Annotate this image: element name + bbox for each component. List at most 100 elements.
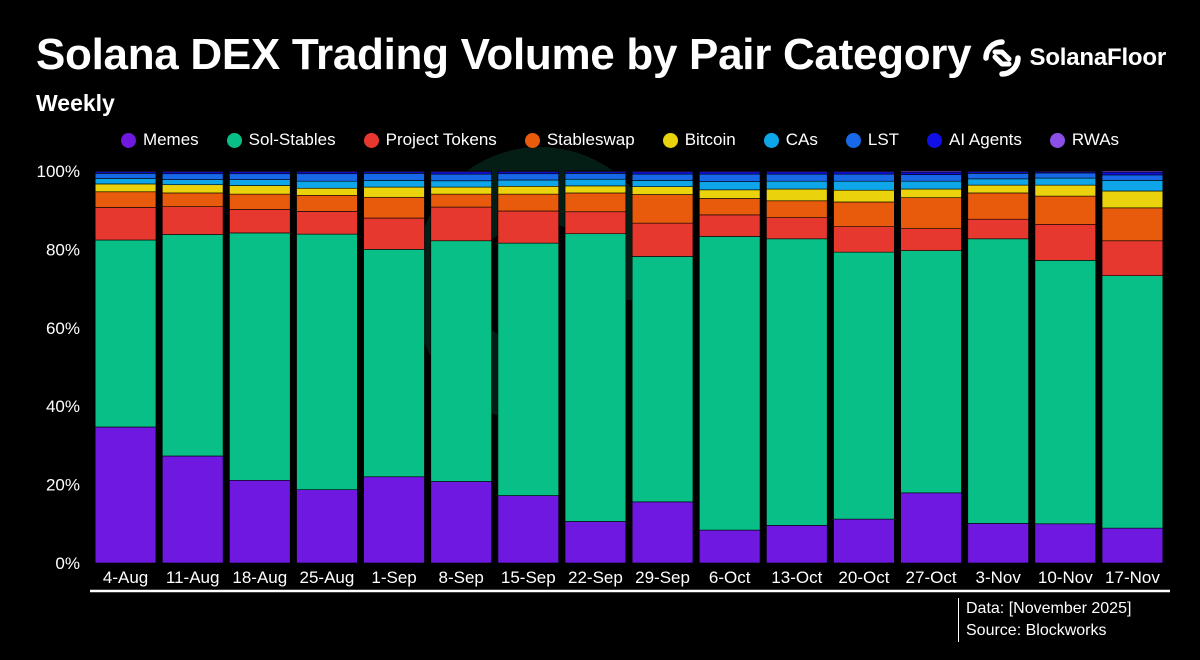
bar-segment: [564, 170, 627, 173]
y-tick-label: 100%: [37, 162, 80, 181]
bar-segment: [363, 173, 425, 181]
legend-item: Project Tokens: [363, 130, 497, 150]
source-note: Source: Blockworks: [966, 622, 1107, 639]
legend-swatch: [927, 132, 943, 148]
bar-segment: [967, 523, 1029, 564]
bar-segment: [631, 501, 694, 564]
bar-segment: [1034, 177, 1096, 186]
bar-segment: [631, 256, 694, 503]
bar-segment: [497, 495, 559, 564]
x-tick-label: 20-Oct: [838, 568, 889, 587]
bar-segment: [1034, 523, 1096, 564]
bar-segment: [497, 210, 559, 244]
bar-segment: [1101, 174, 1164, 181]
bar-segment: [497, 173, 559, 181]
bar-segment: [833, 226, 895, 253]
bar-segment: [94, 170, 157, 173]
bar-segment: [497, 242, 559, 496]
bar-segment: [162, 179, 224, 186]
y-tick-label: 60%: [46, 319, 80, 338]
y-tick-label: 80%: [46, 240, 80, 259]
bar-segment: [900, 171, 962, 175]
bar-segment: [967, 238, 1029, 524]
bar-segment: [162, 234, 224, 457]
bar-segment: [833, 171, 895, 175]
legend-swatch: [1049, 132, 1065, 148]
bar-segment: [430, 240, 492, 482]
bar-segment: [94, 178, 157, 185]
bar-segment: [833, 189, 895, 203]
bar-segment: [363, 170, 425, 173]
bar-segment: [631, 180, 694, 187]
x-tick-label: 13-Oct: [771, 568, 822, 587]
bar-segment: [229, 170, 291, 173]
legend-swatch: [524, 132, 540, 148]
legend: Memes Sol-Stables Project Tokens Stableswap…: [0, 130, 1200, 150]
x-tick-label: 8-Sep: [439, 568, 484, 587]
legend-label: Stableswap: [546, 130, 635, 149]
bar-segment: [229, 173, 291, 180]
bar-segment: [766, 180, 828, 190]
bar-segment: [1034, 195, 1096, 225]
bar-segment: [229, 479, 291, 564]
bar-segment: [430, 206, 492, 242]
bar-segment: [363, 196, 425, 219]
bar-segment: [631, 186, 694, 195]
bar-segment: [296, 187, 358, 196]
bar-segment: [833, 518, 895, 564]
bar-segment: [296, 173, 358, 182]
x-tick-label: 3-Nov: [976, 568, 1022, 587]
bar-segment: [631, 194, 694, 224]
bar-segment: [1034, 224, 1096, 261]
solanafloor-logo-icon: [982, 39, 1021, 77]
legend-swatch: [363, 132, 379, 148]
bar-segment: [1034, 260, 1096, 525]
legend-item: RWAs: [1049, 130, 1120, 150]
brand-logo: SolanaFloor: [982, 38, 1166, 78]
x-tick-label: 1-Sep: [371, 568, 416, 587]
bar-segment: [766, 238, 828, 526]
bar-segment: [94, 173, 157, 179]
bars: [94, 170, 1164, 564]
bar-segment: [631, 173, 694, 181]
bar-segment: [564, 211, 627, 235]
bar-segment: [296, 211, 358, 235]
x-tick-label: 15-Sep: [501, 568, 556, 587]
bar-segment: [497, 179, 559, 187]
bar-segment: [1101, 170, 1164, 173]
bar-segment: [430, 481, 492, 564]
bar-segment: [1101, 171, 1164, 176]
x-tick-label: 22-Sep: [568, 568, 623, 587]
bar-segment: [967, 218, 1029, 240]
bar-segment: [699, 170, 761, 173]
bar-segment: [1101, 527, 1164, 564]
bar-segment: [94, 426, 157, 564]
y-tick-label: 20%: [46, 476, 80, 495]
bar-segment: [699, 173, 761, 182]
bar-segment: [1034, 172, 1096, 179]
legend-swatch: [662, 132, 678, 148]
bar-segment: [564, 173, 627, 180]
x-tick-label: 29-Sep: [635, 568, 690, 587]
legend-item: Bitcoin: [662, 130, 736, 150]
bar-segment: [229, 193, 291, 210]
bar-segment: [766, 525, 828, 564]
bar-segment: [1034, 184, 1096, 197]
bar-segment: [1101, 275, 1164, 529]
x-tick-label: 25-Aug: [300, 568, 355, 587]
x-tick-label: 18-Aug: [232, 568, 287, 587]
bar-segment: [766, 171, 828, 175]
bar-segment: [229, 209, 291, 234]
bar-segment: [699, 214, 761, 237]
bar-segment: [766, 173, 828, 182]
legend-item: LST: [845, 130, 899, 150]
data-note: Data: [November 2025]: [966, 600, 1132, 617]
legend-label: RWAs: [1071, 130, 1120, 149]
bar-segment: [229, 232, 291, 481]
bar-segment: [296, 489, 358, 564]
bar-segment: [631, 170, 694, 173]
legend-swatch: [763, 132, 779, 148]
legend-label: Memes: [142, 130, 199, 149]
bar-segment: [564, 185, 627, 194]
